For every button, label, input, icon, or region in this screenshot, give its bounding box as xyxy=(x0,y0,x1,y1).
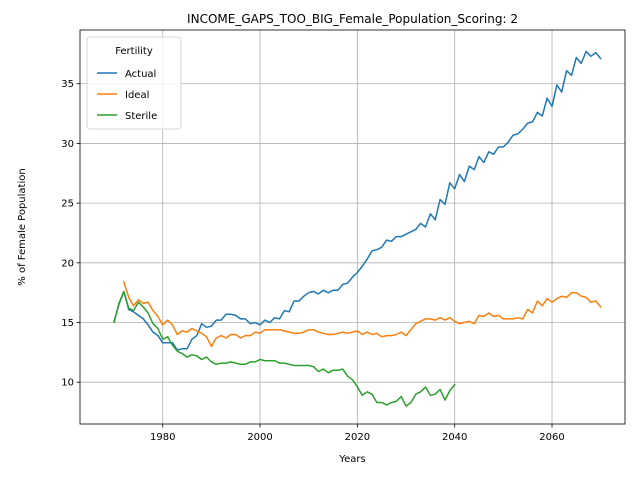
series-line-sterile xyxy=(113,290,456,407)
x-tick-label: 2040 xyxy=(442,432,467,443)
legend-items: Actual Ideal Sterile xyxy=(97,69,157,122)
x-tick-label: 1980 xyxy=(150,432,175,443)
y-tick-label: 35 xyxy=(61,79,74,90)
y-tick-label: 15 xyxy=(61,318,74,329)
y-tick-label: 20 xyxy=(61,258,74,269)
legend-title: Fertility xyxy=(115,46,153,57)
series-line-ideal xyxy=(123,281,602,348)
y-axis: 10 15 20 25 30 35 xyxy=(61,79,80,389)
y-tick-label: 10 xyxy=(61,378,74,389)
legend: Fertility Actual Ideal Sterile xyxy=(86,36,182,130)
x-tick-label: 2020 xyxy=(345,432,370,443)
legend-label-actual: Actual xyxy=(125,69,156,80)
legend-label-sterile: Sterile xyxy=(125,111,157,122)
y-tick-label: 30 xyxy=(61,139,74,150)
plot-frame xyxy=(79,29,626,425)
chart-title: INCOME_GAPS_TOO_BIG_Female_Population_Sc… xyxy=(187,12,518,26)
legend-box xyxy=(86,36,182,130)
y-tick-label: 25 xyxy=(61,199,74,210)
x-axis: 1980 2000 2020 2040 2060 xyxy=(150,424,565,443)
grid-lines xyxy=(80,30,625,424)
x-axis-label: Years xyxy=(338,454,365,465)
legend-label-ideal: Ideal xyxy=(125,90,149,101)
x-tick-label: 2060 xyxy=(539,432,564,443)
series-line-actual xyxy=(113,50,602,351)
series-lines xyxy=(113,50,602,407)
y-axis-label: % of Female Population xyxy=(17,168,28,285)
x-tick-label: 2000 xyxy=(247,432,272,443)
